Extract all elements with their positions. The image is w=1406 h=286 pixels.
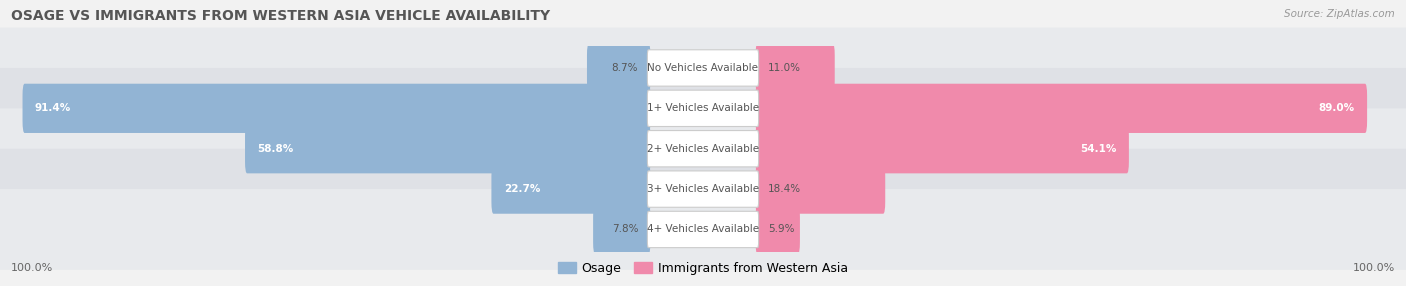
FancyBboxPatch shape: [755, 43, 835, 93]
Text: 8.7%: 8.7%: [612, 63, 638, 73]
FancyBboxPatch shape: [755, 164, 886, 214]
FancyBboxPatch shape: [0, 149, 1406, 229]
Text: Source: ZipAtlas.com: Source: ZipAtlas.com: [1284, 9, 1395, 19]
FancyBboxPatch shape: [586, 43, 651, 93]
Text: 5.9%: 5.9%: [768, 225, 794, 235]
Text: 11.0%: 11.0%: [768, 63, 801, 73]
Text: 58.8%: 58.8%: [257, 144, 294, 154]
FancyBboxPatch shape: [755, 84, 1367, 133]
FancyBboxPatch shape: [22, 84, 651, 133]
FancyBboxPatch shape: [647, 211, 759, 248]
Text: No Vehicles Available: No Vehicles Available: [648, 63, 758, 73]
Text: OSAGE VS IMMIGRANTS FROM WESTERN ASIA VEHICLE AVAILABILITY: OSAGE VS IMMIGRANTS FROM WESTERN ASIA VE…: [11, 9, 550, 23]
FancyBboxPatch shape: [245, 124, 651, 173]
FancyBboxPatch shape: [0, 68, 1406, 149]
FancyBboxPatch shape: [647, 90, 759, 126]
FancyBboxPatch shape: [0, 189, 1406, 270]
FancyBboxPatch shape: [755, 205, 800, 254]
FancyBboxPatch shape: [0, 108, 1406, 189]
FancyBboxPatch shape: [755, 124, 1129, 173]
FancyBboxPatch shape: [0, 27, 1406, 108]
Text: 54.1%: 54.1%: [1080, 144, 1116, 154]
Text: 4+ Vehicles Available: 4+ Vehicles Available: [647, 225, 759, 235]
FancyBboxPatch shape: [492, 164, 651, 214]
Text: 18.4%: 18.4%: [768, 184, 801, 194]
FancyBboxPatch shape: [593, 205, 651, 254]
Text: 100.0%: 100.0%: [11, 263, 53, 273]
Text: 100.0%: 100.0%: [1353, 263, 1395, 273]
FancyBboxPatch shape: [647, 50, 759, 86]
Text: 22.7%: 22.7%: [503, 184, 540, 194]
Text: 1+ Vehicles Available: 1+ Vehicles Available: [647, 103, 759, 113]
Text: 89.0%: 89.0%: [1319, 103, 1355, 113]
FancyBboxPatch shape: [647, 130, 759, 167]
Text: 2+ Vehicles Available: 2+ Vehicles Available: [647, 144, 759, 154]
Text: 3+ Vehicles Available: 3+ Vehicles Available: [647, 184, 759, 194]
Legend: Osage, Immigrants from Western Asia: Osage, Immigrants from Western Asia: [553, 257, 853, 280]
FancyBboxPatch shape: [647, 171, 759, 207]
Text: 7.8%: 7.8%: [612, 225, 638, 235]
Text: 91.4%: 91.4%: [35, 103, 72, 113]
